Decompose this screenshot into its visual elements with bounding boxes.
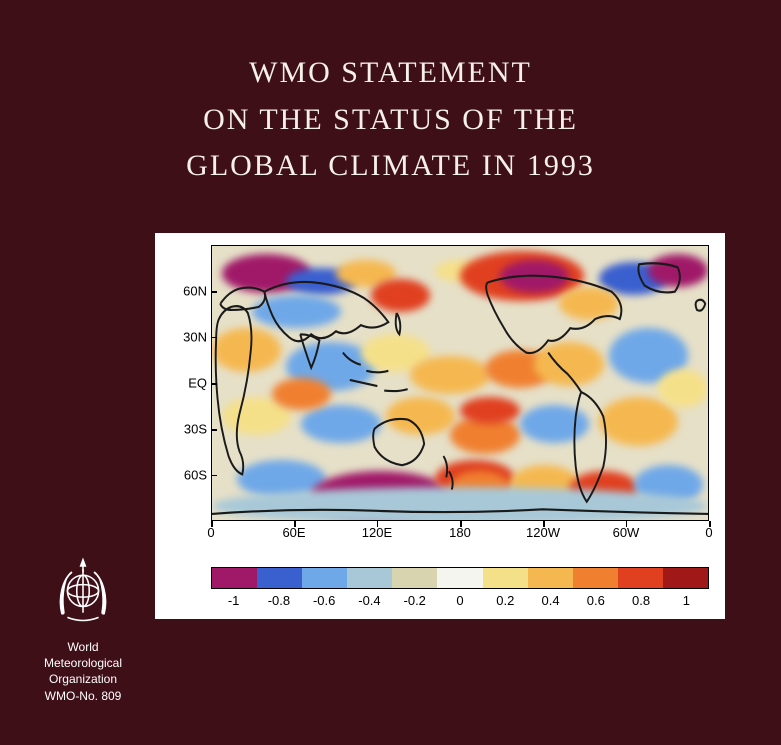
- colorbar-cell: [437, 568, 482, 588]
- x-tick-mark: [211, 521, 213, 527]
- colorbar-value: 0.6: [587, 593, 605, 608]
- y-tick-mark: [211, 383, 217, 385]
- colorbar-cell: [392, 568, 437, 588]
- document-id: WMO-No. 809: [28, 688, 138, 704]
- colorbar-value: 0: [456, 593, 463, 608]
- y-tick-mark: [211, 475, 217, 477]
- colorbar-value: -1: [228, 593, 240, 608]
- colorbar-value: 0.2: [496, 593, 514, 608]
- chart-axes: 60N 30N EQ 30S 60S 0 60E 120E 180 120W 60W 0: [167, 245, 713, 545]
- x-tick-mark: [543, 521, 545, 527]
- x-axis-label: 0: [207, 525, 214, 540]
- title-line-1: WMO STATEMENT: [0, 50, 781, 97]
- colorbar-value: -0.6: [313, 593, 335, 608]
- x-axis-label: 120E: [362, 525, 392, 540]
- x-axis-label: 180: [449, 525, 471, 540]
- colorbar-cell: [302, 568, 347, 588]
- colorbar: [211, 567, 709, 589]
- y-tick-mark: [211, 429, 217, 431]
- colorbar-value: 0.8: [632, 593, 650, 608]
- colorbar-cell: [663, 568, 708, 588]
- y-tick-mark: [211, 291, 217, 293]
- x-axis-label: 60W: [613, 525, 640, 540]
- colorbar-labels: -1 -0.8 -0.6 -0.4 -0.2 0 0.2 0.4 0.6 0.8 1: [211, 593, 709, 611]
- x-axis-label: 60E: [282, 525, 305, 540]
- colorbar-value: 0.4: [541, 593, 559, 608]
- colorbar-value: -0.2: [404, 593, 426, 608]
- y-axis-label: 30N: [167, 329, 207, 344]
- colorbar-cell: [347, 568, 392, 588]
- org-name-line1: World: [28, 639, 138, 655]
- colorbar-value: 1: [683, 593, 690, 608]
- heatmap-plot: [211, 245, 709, 521]
- colorbar-cell: [212, 568, 257, 588]
- title-line-2: ON THE STATUS OF THE: [0, 97, 781, 144]
- x-tick-mark: [709, 521, 711, 527]
- y-axis-label: 30S: [167, 422, 207, 437]
- document-title: WMO STATEMENT ON THE STATUS OF THE GLOBA…: [0, 0, 781, 190]
- colorbar-value: -0.4: [358, 593, 380, 608]
- chart-container: 60N 30N EQ 30S 60S 0 60E 120E 180 120W 60W 0 -1 -0.…: [167, 245, 713, 611]
- x-tick-mark: [377, 521, 379, 527]
- org-name-line2: Meteorological: [28, 655, 138, 671]
- org-name-line3: Organization: [28, 671, 138, 687]
- title-line-3: GLOBAL CLIMATE IN 1993: [0, 143, 781, 190]
- colorbar-container: -1 -0.8 -0.6 -0.4 -0.2 0 0.2 0.4 0.6 0.8 1: [211, 567, 709, 611]
- x-tick-mark: [460, 521, 462, 527]
- colorbar-cell: [483, 568, 528, 588]
- colorbar-cell: [618, 568, 663, 588]
- organization-block: World Meteorological Organization WMO-No…: [28, 555, 138, 704]
- y-axis-label: EQ: [167, 376, 207, 391]
- x-axis-label: 0: [705, 525, 712, 540]
- x-tick-mark: [626, 521, 628, 527]
- coastlines-overlay: [212, 246, 708, 520]
- y-tick-mark: [211, 337, 217, 339]
- wmo-logo-icon: [44, 555, 122, 633]
- colorbar-cell: [528, 568, 573, 588]
- colorbar-cell: [573, 568, 618, 588]
- colorbar-cell: [257, 568, 302, 588]
- y-axis-label: 60N: [167, 284, 207, 299]
- x-axis-label: 120W: [526, 525, 560, 540]
- colorbar-value: -0.8: [268, 593, 290, 608]
- y-axis-label: 60S: [167, 467, 207, 482]
- x-tick-mark: [294, 521, 296, 527]
- climate-map-figure: 60N 30N EQ 30S 60S 0 60E 120E 180 120W 60W 0 -1 -0.…: [155, 233, 725, 619]
